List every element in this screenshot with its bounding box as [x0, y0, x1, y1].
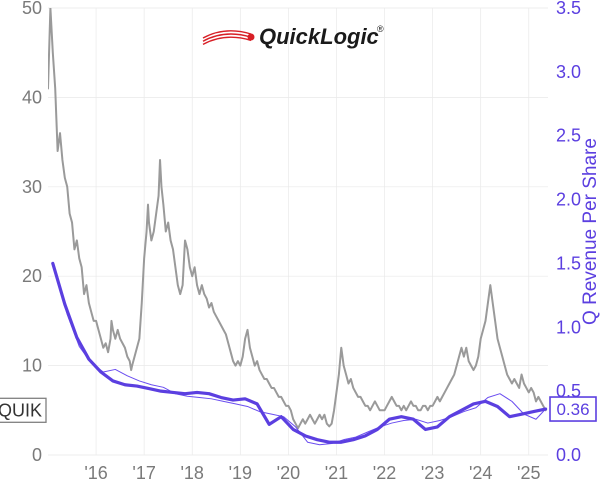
- right-boxed-tick-label: 0.36: [556, 400, 589, 419]
- y-right-tick: 1.5: [556, 253, 581, 273]
- chart-svg: 010203040500.00.51.01.52.02.53.03.5'16'1…: [0, 0, 600, 500]
- x-tick: '16: [84, 463, 107, 483]
- x-tick: '21: [325, 463, 348, 483]
- y-left-tick: 50: [22, 0, 42, 18]
- x-tick: '25: [517, 463, 540, 483]
- x-tick: '20: [277, 463, 300, 483]
- right-axis-title: Q Revenue Per Share: [580, 138, 600, 325]
- logo-registered: ®: [377, 24, 384, 34]
- y-right-tick: 1.0: [556, 317, 581, 337]
- x-tick: '19: [229, 463, 252, 483]
- logo-text: QuickLogic: [259, 24, 379, 49]
- x-tick: '22: [373, 463, 396, 483]
- y-right-tick: 3.0: [556, 62, 581, 82]
- left-boxed-tick-label: QUIK: [0, 400, 42, 420]
- y-right-tick: 2.5: [556, 126, 581, 146]
- chart-container: 010203040500.00.51.01.52.02.53.03.5'16'1…: [0, 0, 600, 500]
- y-right-tick: 2.0: [556, 190, 581, 210]
- y-right-tick: 0.0: [556, 445, 581, 465]
- y-left-tick: 40: [22, 87, 42, 107]
- y-right-tick: 3.5: [556, 0, 581, 18]
- x-tick: '17: [132, 463, 155, 483]
- y-left-tick: 20: [22, 266, 42, 286]
- y-left-tick: 10: [22, 356, 42, 376]
- x-tick: '23: [421, 463, 444, 483]
- y-left-tick: 30: [22, 177, 42, 197]
- x-tick: '18: [180, 463, 203, 483]
- x-tick: '24: [469, 463, 492, 483]
- y-left-tick: 0: [32, 445, 42, 465]
